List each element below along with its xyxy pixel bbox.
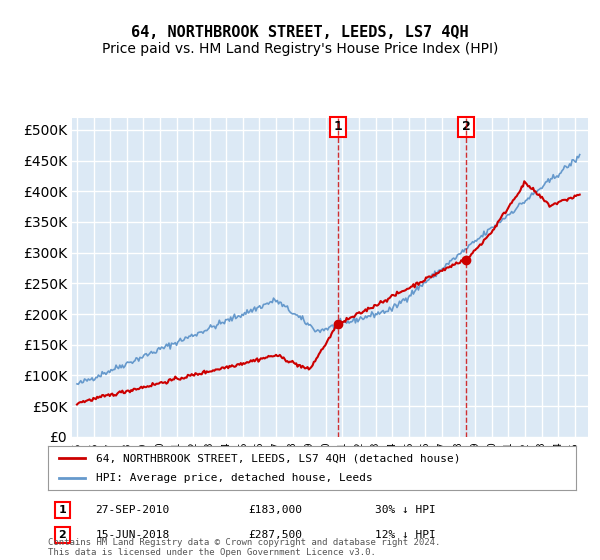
Text: £287,500: £287,500	[248, 530, 302, 540]
Text: 1: 1	[334, 120, 343, 133]
Text: HPI: Average price, detached house, Leeds: HPI: Average price, detached house, Leed…	[95, 473, 372, 483]
Text: 27-SEP-2010: 27-SEP-2010	[95, 505, 170, 515]
Text: 64, NORTHBROOK STREET, LEEDS, LS7 4QH (detached house): 64, NORTHBROOK STREET, LEEDS, LS7 4QH (d…	[95, 453, 460, 463]
Text: 30% ↓ HPI: 30% ↓ HPI	[376, 505, 436, 515]
Text: 2: 2	[59, 530, 67, 540]
Text: 64, NORTHBROOK STREET, LEEDS, LS7 4QH: 64, NORTHBROOK STREET, LEEDS, LS7 4QH	[131, 25, 469, 40]
Text: 15-JUN-2018: 15-JUN-2018	[95, 530, 170, 540]
Text: 2: 2	[461, 120, 470, 133]
Text: £183,000: £183,000	[248, 505, 302, 515]
Text: 1: 1	[59, 505, 67, 515]
Text: 12% ↓ HPI: 12% ↓ HPI	[376, 530, 436, 540]
Text: Price paid vs. HM Land Registry's House Price Index (HPI): Price paid vs. HM Land Registry's House …	[102, 42, 498, 56]
Text: Contains HM Land Registry data © Crown copyright and database right 2024.
This d: Contains HM Land Registry data © Crown c…	[48, 538, 440, 557]
